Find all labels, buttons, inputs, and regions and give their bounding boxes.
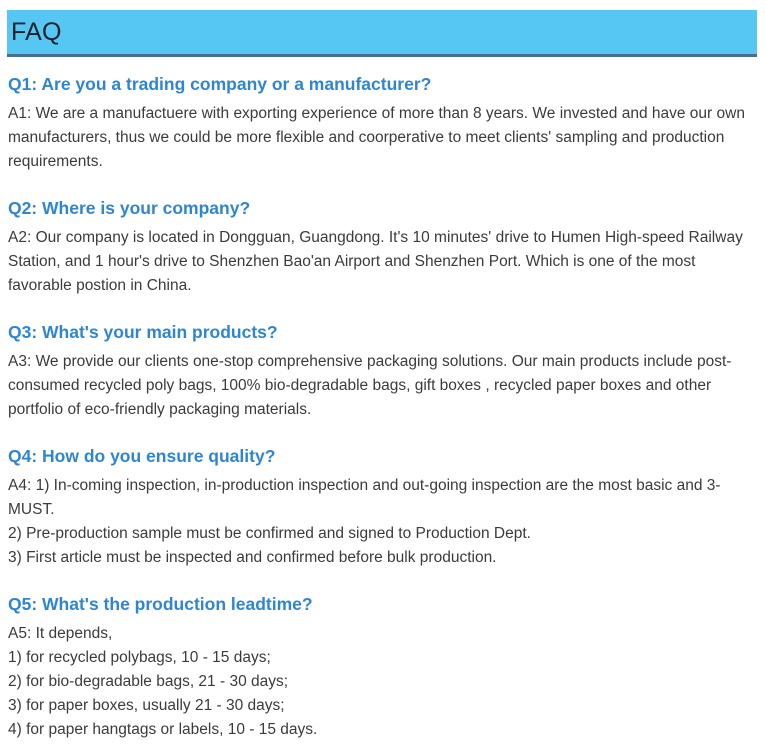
faq-question: Q5: What's the production leadtime? (8, 594, 313, 614)
faq-item-q1: Q1: Are you a trading company or a manuf… (8, 74, 755, 174)
faq-answer-line: 2) Pre-production sample must be confirm… (8, 525, 531, 542)
faq-answer-line: 3) for paper boxes, usually 21 - 30 days… (8, 697, 285, 714)
faq-answer-line: 2) for bio-degradable bags, 21 - 30 days… (8, 673, 289, 690)
faq-answer-line: A4: 1) In-coming inspection, in-producti… (8, 477, 721, 518)
faq-section-header: FAQ (7, 10, 757, 57)
faq-answer-line: 3) First article must be inspected and c… (8, 549, 497, 566)
faq-item-q5: Q5: What's the production leadtime? A5: … (8, 594, 755, 742)
faq-question: Q3: What's your main products? (8, 322, 278, 342)
faq-item-q4: Q4: How do you ensure quality? A4: 1) In… (8, 446, 755, 570)
faq-answer-line: 1) for recycled polybags, 10 - 15 days; (8, 649, 271, 666)
faq-section-title: FAQ (11, 17, 62, 46)
faq-answer-line: 4) for paper hangtags or labels, 10 - 15… (8, 721, 318, 738)
faq-question: Q4: How do you ensure quality? (8, 446, 276, 466)
faq-item-q2: Q2: Where is your company? A2: Our compa… (8, 198, 755, 298)
faq-answer-line: A5: It depends, (8, 625, 113, 642)
faq-content: Q1: Are you a trading company or a manuf… (8, 74, 755, 742)
faq-answer: A1: We are a manufactuere with exporting… (8, 105, 745, 170)
faq-answer: A3: We provide our clients one-stop comp… (8, 353, 732, 418)
faq-question: Q1: Are you a trading company or a manuf… (8, 74, 432, 94)
faq-answer: A2: Our company is located in Dongguan, … (8, 229, 743, 294)
faq-item-q3: Q3: What's your main products? A3: We pr… (8, 322, 755, 422)
faq-question: Q2: Where is your company? (8, 198, 251, 218)
